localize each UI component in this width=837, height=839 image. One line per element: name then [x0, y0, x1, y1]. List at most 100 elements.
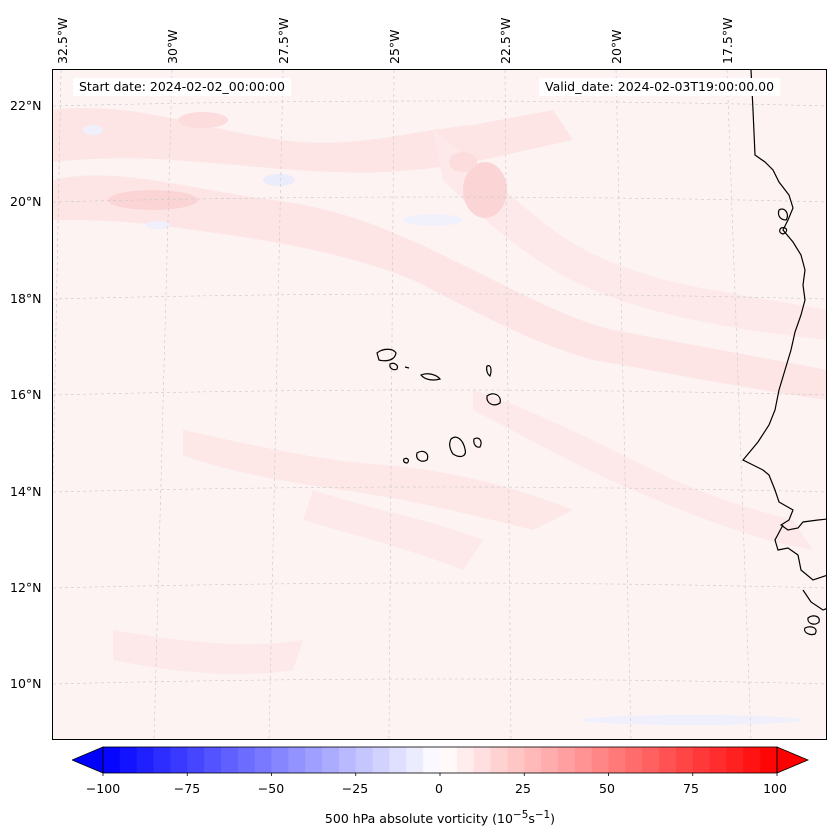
- bissagos-islands: [807, 615, 820, 625]
- colorbar-title-exp1: −5: [512, 809, 529, 821]
- negative-vorticity-patch: [83, 125, 103, 135]
- lon-label-17-5w: 17.5°W: [720, 17, 735, 64]
- colorbar-cell: [473, 747, 491, 773]
- coastlines: [376, 70, 826, 636]
- canary-islet: [779, 227, 788, 235]
- canary-lanzarote: [777, 208, 789, 221]
- colorbar-cell: [490, 747, 508, 773]
- parallel-16n: [53, 389, 826, 396]
- colorbar-title-mid: s: [528, 811, 535, 827]
- colorbar-cell: [743, 747, 761, 773]
- lon-label-25w: 25°W: [387, 29, 402, 64]
- lat-label-20n: 20°N: [10, 194, 42, 209]
- colorbar-cell: [389, 747, 407, 773]
- positive-vorticity-max: [463, 162, 507, 218]
- colorbar-title: 500 hPa absolute vorticity (10−5s−1): [0, 809, 837, 826]
- colorbar-cell: [153, 747, 171, 773]
- meridian-22-5w: [504, 70, 512, 739]
- colorbar-cell: [642, 747, 660, 773]
- colorbar-cell: [625, 747, 643, 773]
- positive-vorticity-max: [449, 152, 477, 172]
- colorbar-cell: [271, 747, 289, 773]
- colorbar-cell: [204, 747, 222, 773]
- positive-vorticity-max: [178, 112, 228, 128]
- meridian-17-5w: [726, 70, 752, 739]
- cape-verde-santa-luzia: [404, 366, 410, 369]
- graticule: [53, 70, 826, 739]
- positive-vorticity-max: [108, 190, 198, 210]
- colorbar-tick-label: −50: [257, 781, 285, 796]
- colorbar-cell: [557, 747, 576, 773]
- cape-verde-brava: [403, 457, 410, 464]
- positive-vorticity-band: [183, 430, 573, 530]
- cape-verde-sal: [486, 365, 492, 377]
- colorbar-cell: [254, 747, 272, 773]
- colorbar-cells: [103, 747, 778, 773]
- lon-label-27-5w: 27.5°W: [276, 17, 291, 64]
- lat-label-10n: 10°N: [10, 676, 42, 691]
- colorbar-tick-label: 100: [763, 781, 787, 796]
- meridian-27-5w: [268, 70, 284, 739]
- cape-verde-maio: [473, 437, 482, 448]
- colorbar-cell: [659, 747, 677, 773]
- valid-date-label: Valid_date: 2024-02-03T19:00:00.00: [539, 78, 781, 96]
- colorbar-cell: [119, 747, 138, 773]
- colorbar-cell: [440, 747, 458, 773]
- colorbar-tick-label: −75: [173, 781, 201, 796]
- positive-vorticity-band: [473, 390, 813, 550]
- colorbar-cell: [507, 747, 525, 773]
- colorbar-cell: [709, 747, 727, 773]
- parallel-12n: [53, 582, 826, 589]
- colorbar-tick-label: −25: [341, 781, 369, 796]
- bissagos-islands: [804, 626, 817, 636]
- colorbar-cell: [692, 747, 710, 773]
- cape-verde-fogo: [416, 450, 429, 462]
- positive-vorticity-band: [433, 130, 826, 340]
- field-background: [53, 70, 826, 739]
- colorbar-ticks: [102, 773, 778, 776]
- parallel-14n: [53, 486, 826, 493]
- senegal-gambia-coast: [774, 524, 826, 581]
- africa-coastline: [742, 70, 826, 531]
- lat-label-22n: 22°N: [10, 98, 42, 113]
- colorbar-tick-label: 75: [683, 781, 699, 796]
- parallel-22n: [53, 100, 826, 107]
- colorbar-cell: [187, 747, 205, 773]
- meridian-25w: [388, 70, 395, 739]
- colorbar-tick-label: 50: [599, 781, 615, 796]
- cape-verde-boa-vista: [486, 393, 501, 406]
- lon-label-32-5w: 32.5°W: [55, 17, 70, 64]
- vorticity-map: [53, 70, 826, 739]
- positive-vorticity-band: [303, 490, 483, 570]
- colorbar-cell: [406, 747, 424, 773]
- colorbar-cell: [288, 747, 306, 773]
- colorbar-cell: [170, 747, 188, 773]
- colorbar-cell: [322, 747, 340, 773]
- colorbar-cell: [237, 747, 256, 773]
- colorbar-cell: [726, 747, 744, 773]
- negative-vorticity-patch: [146, 221, 170, 229]
- colorbar-title-exp2: −1: [534, 809, 551, 821]
- colorbar-cell: [524, 747, 542, 773]
- colorbar-title-suffix: ): [550, 811, 556, 827]
- colorbar-tick-label: −100: [85, 781, 121, 796]
- lon-label-20w: 20°W: [609, 29, 624, 64]
- guinea-bissau-coast: [802, 589, 826, 611]
- colorbar-tick-label: 25: [515, 781, 531, 796]
- cape-verde-santiago: [449, 436, 466, 458]
- positive-vorticity-band: [113, 630, 303, 675]
- colorbar-cell: [372, 747, 390, 773]
- map-panel: [52, 69, 827, 740]
- colorbar-tick-label: 0: [435, 781, 443, 796]
- colorbar-cell: [220, 747, 239, 773]
- colorbar-cell: [608, 747, 626, 773]
- colorbar-cell: [305, 747, 323, 773]
- parallel-18n: [53, 293, 826, 300]
- lat-label-14n: 14°N: [10, 484, 42, 499]
- lon-label-22-5w: 22.5°W: [498, 17, 513, 64]
- colorbar-cell: [136, 747, 154, 773]
- colorbar-cell: [675, 747, 694, 773]
- positive-vorticity-band: [53, 175, 826, 400]
- colorbar-cell: [423, 747, 441, 773]
- colorbar-extend-max: [776, 746, 810, 774]
